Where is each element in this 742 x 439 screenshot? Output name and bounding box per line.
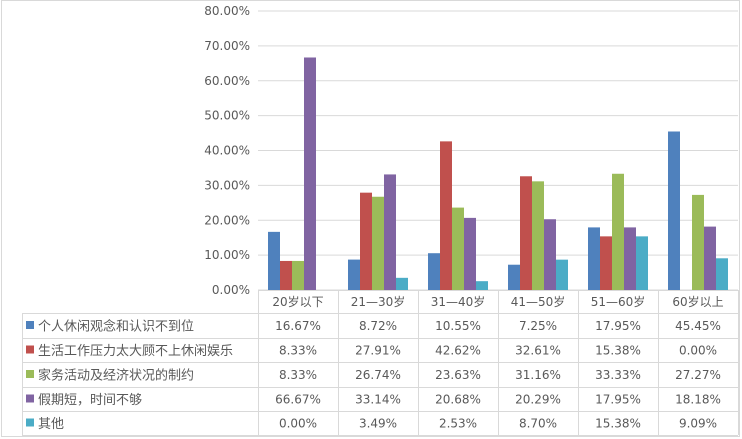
bar: [532, 181, 544, 290]
y-tick-label: 0.00%: [212, 283, 250, 297]
data-table-cell: 8.33%: [279, 368, 317, 382]
bar: [624, 227, 636, 290]
bar: [520, 176, 532, 290]
bar: [544, 219, 556, 290]
bar: [668, 131, 680, 290]
bar: [612, 173, 624, 290]
bar: [304, 57, 316, 291]
data-table-cell: 33.14%: [355, 393, 401, 407]
legend-label: 其他: [38, 417, 64, 432]
x-category-label: 31—40岁: [431, 294, 486, 309]
bar: [704, 226, 716, 290]
data-table-cell: 3.49%: [359, 417, 397, 431]
data-table-cell: 27.27%: [675, 368, 721, 382]
legend-key: [26, 394, 34, 403]
bar: [692, 194, 704, 290]
data-table-cell: 32.61%: [515, 344, 561, 358]
bar: [280, 260, 292, 290]
x-category-label: 20岁以下: [272, 294, 323, 309]
data-table-cell: 7.25%: [519, 319, 557, 333]
data-table-cell: 33.33%: [595, 368, 641, 382]
legend-label: 个人休闲观念和认识不到位: [38, 319, 194, 335]
bar: [600, 236, 612, 290]
legend-label: 家务活动及经济状况的制约: [38, 368, 194, 384]
bar: [396, 277, 408, 290]
data-table-cell: 15.38%: [595, 417, 641, 431]
data-table-cell: 27.91%: [355, 344, 401, 358]
data-table-cell: 0.00%: [279, 417, 317, 431]
data-table-cell: 31.16%: [515, 368, 561, 382]
legend-label: 生活工作压力太大顾不上休闲娱乐: [38, 344, 233, 359]
bar: [348, 259, 360, 290]
data-table-cell: 20.29%: [515, 393, 561, 407]
bar: [452, 207, 464, 290]
data-table-cell: 2.53%: [439, 417, 477, 431]
data-table-cell: 0.00%: [679, 344, 717, 358]
data-table-cell: 8.70%: [519, 417, 557, 431]
bar: [716, 258, 728, 290]
data-table-cell: 20.68%: [435, 393, 481, 407]
data-table-cell: 17.95%: [595, 319, 641, 333]
y-tick-label: 60.00%: [204, 74, 250, 88]
legend-key: [26, 418, 34, 427]
data-table-cell: 42.62%: [435, 344, 481, 358]
data-table-cell: 10.55%: [435, 319, 481, 333]
x-category-label: 51—60岁: [591, 294, 646, 309]
bar: [464, 217, 476, 290]
data-table-cell: 17.95%: [595, 393, 641, 407]
y-tick-label: 20.00%: [204, 213, 250, 227]
x-category-label: 21—30岁: [351, 294, 406, 309]
y-tick-label: 50.00%: [204, 109, 250, 123]
bar: [428, 253, 440, 290]
bar: [588, 227, 600, 290]
data-table-cell: 15.38%: [595, 344, 641, 358]
data-table-cell: 16.67%: [275, 319, 321, 333]
bar: [508, 264, 520, 290]
bar: [384, 174, 396, 290]
legend-label: 假期短，时间不够: [38, 393, 142, 408]
bar: [268, 231, 280, 290]
x-category-label: 41—50岁: [511, 294, 566, 309]
y-tick-label: 80.00%: [204, 4, 250, 18]
data-table-cell: 8.72%: [359, 319, 397, 333]
data-table-cell: 9.09%: [679, 417, 717, 431]
data-table-cell: 45.45%: [675, 319, 721, 333]
legend-key: [26, 345, 34, 354]
bar: [556, 259, 568, 290]
bar: [636, 236, 648, 290]
data-table-cell: 66.67%: [275, 393, 321, 407]
data-table-cell: 18.18%: [675, 393, 721, 407]
legend-key: [26, 321, 34, 329]
bar: [292, 260, 304, 290]
bar: [476, 281, 488, 290]
data-table-cell: 23.63%: [435, 368, 481, 382]
y-tick-label: 40.00%: [204, 144, 250, 158]
y-tick-label: 70.00%: [204, 39, 250, 53]
legend-key: [26, 370, 34, 378]
y-tick-label: 30.00%: [204, 178, 250, 192]
data-table-cell: 8.33%: [279, 344, 317, 358]
bar: [372, 196, 384, 290]
x-category-label: 60岁以上: [672, 294, 723, 309]
bar: [440, 141, 452, 290]
data-table-cell: 26.74%: [355, 368, 401, 382]
y-tick-label: 10.00%: [204, 248, 250, 262]
bar: [360, 192, 372, 290]
